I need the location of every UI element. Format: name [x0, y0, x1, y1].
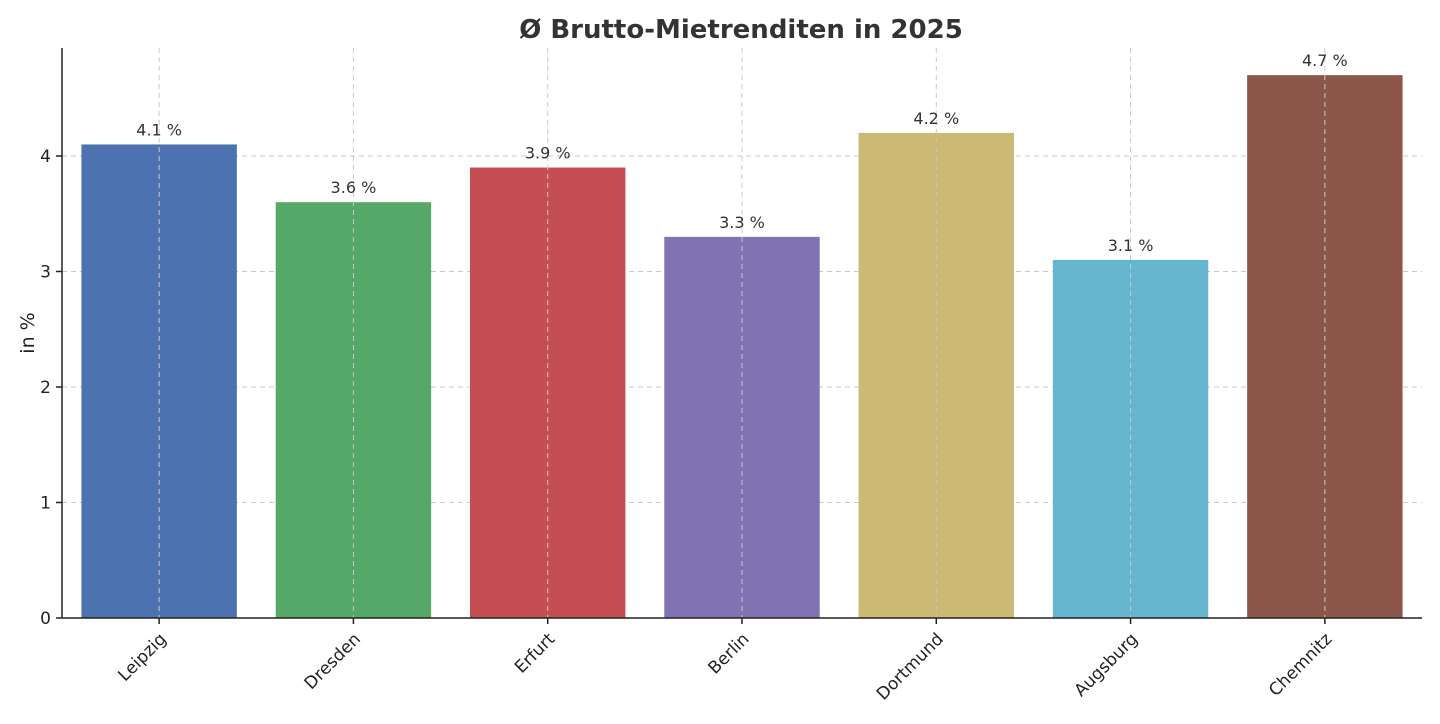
data-label: 3.1 % — [1108, 236, 1154, 255]
data-label: 4.2 % — [913, 109, 959, 128]
data-label: 3.6 % — [331, 178, 377, 197]
y-tick-label: 0 — [40, 609, 51, 629]
data-label: 4.1 % — [136, 120, 182, 139]
data-label: 3.9 % — [525, 144, 571, 163]
data-label: 3.3 % — [719, 213, 765, 232]
data-label: 4.7 % — [1302, 51, 1348, 70]
data-labels: 4.1 % 3.6 % 3.9 % 3.3 % 4.2 % 3.1 % 4.7 % — [136, 48, 1348, 618]
x-tick-label: Berlin — [705, 629, 754, 678]
y-tick-label: 1 — [40, 493, 51, 513]
chart-title: Ø Brutto-Mietrenditen in 2025 — [519, 15, 963, 45]
y-tick-label: 2 — [40, 378, 51, 398]
axes — [56, 48, 1422, 624]
x-tick-label: Chemnitz — [1265, 629, 1336, 700]
y-tick-label: 3 — [40, 262, 51, 282]
x-tick-label: Dortmund — [873, 629, 948, 704]
x-tick-label: Augsburg — [1071, 629, 1142, 700]
y-axis-label: in % — [17, 312, 39, 353]
x-tick-label: Dresden — [301, 629, 365, 693]
x-tick-label: Leipzig — [114, 629, 170, 685]
y-tick-label: 4 — [40, 147, 51, 167]
x-tick-label: Erfurt — [511, 629, 559, 677]
